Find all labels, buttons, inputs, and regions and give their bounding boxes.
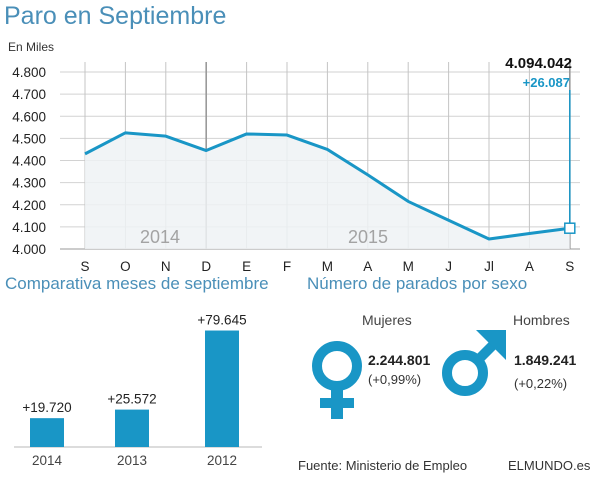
y-tick-label: 4.800 (12, 65, 46, 80)
change-value-label: +26.087 (523, 75, 570, 90)
x-tick-label: E (242, 259, 251, 272)
x-tick-label: A (525, 259, 534, 272)
mujeres-change: (+0,99%) (368, 372, 422, 387)
subtitle-by-sex: Número de parados por sexo (307, 274, 528, 293)
bar-category-labels: 2014 2013 2012 (32, 453, 237, 468)
unemployment-line-chart: 4.000 4.100 4.200 4.300 4.400 4.500 4.600 4.700… (12, 55, 580, 272)
y-tick-label: 4.700 (12, 87, 46, 102)
bars (30, 330, 239, 447)
bar-value-labels: +19.720 +25.572 +79.645 (22, 313, 246, 416)
last-value-label: 4.094.042 (505, 55, 572, 72)
y-tick-label: 4.000 (12, 242, 46, 257)
subtitle-months-comparison: Comparativa meses de septiembre (5, 274, 269, 293)
last-point-marker (564, 222, 576, 234)
male-symbol-icon (442, 330, 506, 396)
female-symbol-icon (312, 341, 362, 419)
y-tick-label: 4.100 (12, 220, 46, 235)
area-fill (85, 132, 570, 249)
year-labels: 2014 2015 (140, 227, 388, 247)
x-tick-label: M (403, 259, 414, 272)
bar-value-label: +79.645 (197, 313, 246, 328)
source-credit: Fuente: Ministerio de Empleo (298, 458, 468, 473)
x-tick-label: S (565, 259, 574, 272)
y-tick-label: 4.200 (12, 198, 46, 213)
bar-value-label: +25.572 (107, 392, 156, 407)
y-tick-label: 4.400 (12, 154, 46, 169)
hombres-value: 1.849.241 (514, 352, 577, 368)
year-label: 2015 (348, 227, 388, 247)
page-title: Paro en Septiembre (4, 2, 227, 30)
x-tick-label: J (445, 259, 452, 272)
bar (205, 330, 239, 447)
bar-category-label: 2014 (32, 453, 63, 468)
x-tick-label: O (120, 259, 131, 272)
x-tick-label: N (161, 259, 171, 272)
x-tick-label: D (201, 259, 211, 272)
x-tick-labels: S O N D E F M A M J Jl A S (80, 259, 574, 272)
bar-category-label: 2013 (117, 453, 147, 468)
bar (30, 418, 64, 447)
bar-value-label: +19.720 (22, 400, 71, 415)
bar (115, 409, 149, 447)
y-tick-labels: 4.000 4.100 4.200 4.300 4.400 4.500 4.600 4.700… (12, 65, 46, 257)
x-tick-label: Jl (484, 259, 494, 272)
y-tick-label: 4.300 (12, 176, 46, 191)
bar-category-label: 2012 (207, 453, 237, 468)
mujeres-value: 2.244.801 (368, 352, 431, 368)
year-label: 2014 (140, 227, 180, 247)
x-tick-label: A (363, 259, 372, 272)
x-tick-label: F (283, 259, 291, 272)
y-tick-label: 4.500 (12, 131, 46, 146)
y-axis-unit-label: En Miles (8, 40, 55, 54)
x-tick-label: S (80, 259, 89, 272)
x-tick-label: M (322, 259, 333, 272)
september-bar-chart: +19.720 +25.572 +79.645 2014 2013 2012 (14, 313, 262, 468)
y-tick-label: 4.600 (12, 109, 46, 124)
brand-credit: ELMUNDO.es (508, 458, 591, 473)
series-line (84, 131, 570, 241)
mujeres-label: Mujeres (362, 312, 412, 328)
hombres-change: (+0,22%) (514, 376, 568, 391)
hombres-label: Hombres (513, 312, 570, 328)
